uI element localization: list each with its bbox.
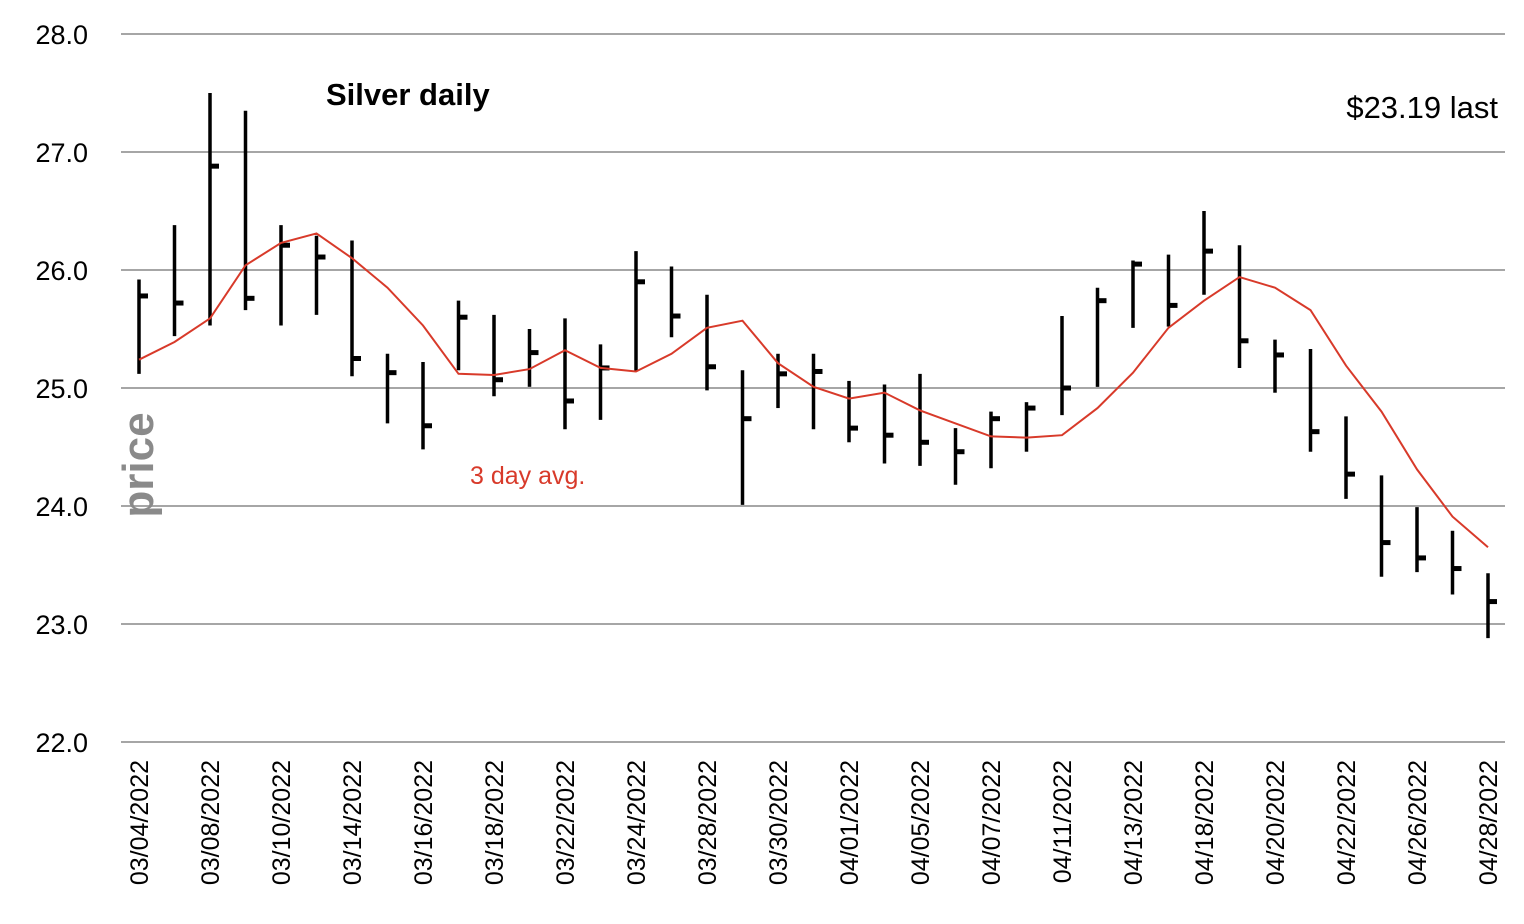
x-tick-label: 03/30/2022 bbox=[765, 760, 793, 885]
ohlc-bar bbox=[314, 235, 326, 315]
x-tick-label: 03/08/2022 bbox=[197, 760, 225, 885]
ohlc-bar bbox=[634, 251, 645, 372]
x-tick-label: 03/24/2022 bbox=[623, 760, 651, 885]
ohlc-bar bbox=[989, 411, 1000, 469]
y-tick-label: 23.0 bbox=[35, 610, 88, 640]
ohlc-bar bbox=[137, 279, 148, 374]
x-tick-label: 03/22/2022 bbox=[552, 760, 580, 885]
x-tick-label: 03/10/2022 bbox=[268, 760, 296, 885]
avg-line-label: 3 day avg. bbox=[470, 462, 585, 490]
ohlc-bar bbox=[811, 353, 823, 430]
x-tick-label: 03/14/2022 bbox=[339, 760, 367, 885]
ohlc-bar bbox=[243, 110, 255, 311]
x-tick-label: 04/28/2022 bbox=[1475, 760, 1503, 885]
ohlc-bar bbox=[669, 266, 681, 338]
y-tick-label: 24.0 bbox=[35, 492, 88, 522]
ohlc-bar bbox=[350, 240, 361, 377]
ohlc-bar bbox=[740, 370, 752, 505]
ohlc-bar bbox=[456, 300, 468, 371]
y-tick-label: 22.0 bbox=[35, 728, 88, 758]
x-tick-label: 04/18/2022 bbox=[1191, 760, 1219, 885]
ohlc-bar bbox=[847, 380, 858, 443]
avg-line bbox=[138, 232, 1489, 549]
ohlc-bar bbox=[492, 314, 503, 397]
ohlc-bar bbox=[1024, 402, 1036, 452]
ohlc-bar bbox=[705, 294, 716, 391]
ohlc-bars bbox=[137, 93, 1497, 639]
ohlc-bar bbox=[1450, 530, 1462, 595]
ohlc-bar bbox=[1060, 316, 1071, 416]
x-tick-label: 04/07/2022 bbox=[978, 760, 1006, 885]
x-tick-label: 04/22/2022 bbox=[1333, 760, 1361, 885]
x-tick-label: 03/04/2022 bbox=[126, 760, 154, 885]
ohlc-bar bbox=[563, 318, 574, 430]
ohlc-bar bbox=[1344, 416, 1355, 499]
y-tick-label: 25.0 bbox=[35, 374, 88, 404]
ohlc-bar bbox=[1202, 211, 1213, 295]
ohlc-bar bbox=[172, 225, 184, 337]
y-tick-label: 26.0 bbox=[35, 256, 88, 286]
chart-title: Silver daily bbox=[326, 77, 490, 112]
y-axis-label: price bbox=[114, 412, 163, 517]
ohlc-bar bbox=[882, 384, 894, 464]
avg-line-group bbox=[138, 232, 1489, 549]
ohlc-bar bbox=[1308, 349, 1320, 452]
y-tick-label: 27.0 bbox=[35, 138, 88, 168]
x-tick-label: 04/05/2022 bbox=[907, 760, 935, 885]
x-tick-label: 04/13/2022 bbox=[1120, 760, 1148, 885]
ohlc-bar bbox=[208, 93, 219, 326]
ohlc-bar bbox=[953, 428, 965, 485]
ohlc-bar bbox=[918, 373, 929, 466]
ohlc-bar bbox=[421, 362, 432, 450]
x-axis-tick-labels: 03/04/2022 03/08/2022 03/10/2022 03/14/2022… bbox=[126, 760, 1503, 885]
ohlc-bar bbox=[1166, 254, 1178, 327]
ohlc-bar bbox=[776, 353, 787, 409]
ohlc-bar bbox=[1486, 573, 1497, 639]
x-tick-label: 04/01/2022 bbox=[836, 760, 864, 885]
x-tick-label: 03/28/2022 bbox=[694, 760, 722, 885]
x-tick-label: 04/26/2022 bbox=[1404, 760, 1432, 885]
ohlc-bar bbox=[1237, 245, 1249, 368]
ohlc-bar bbox=[1415, 507, 1426, 573]
ohlc-bar bbox=[1095, 287, 1107, 387]
y-axis-tick-labels: 22.0 23.0 24.0 25.0 26.0 27.0 28.0 bbox=[35, 20, 88, 758]
x-tick-label: 03/16/2022 bbox=[410, 760, 438, 885]
ohlc-bar bbox=[1379, 475, 1391, 577]
x-tick-label: 04/20/2022 bbox=[1262, 760, 1290, 885]
last-price-annotation: $23.19 last bbox=[1346, 90, 1498, 125]
ohlc-bar bbox=[527, 329, 539, 387]
ohlc-bar bbox=[598, 344, 610, 420]
ohlc-bar bbox=[385, 353, 397, 424]
ohlc-bar bbox=[1131, 260, 1142, 328]
x-tick-label: 03/18/2022 bbox=[481, 760, 509, 885]
ohlc-bar bbox=[1273, 339, 1284, 393]
y-tick-label: 28.0 bbox=[35, 20, 88, 50]
x-tick-label: 04/11/2022 bbox=[1049, 760, 1077, 883]
